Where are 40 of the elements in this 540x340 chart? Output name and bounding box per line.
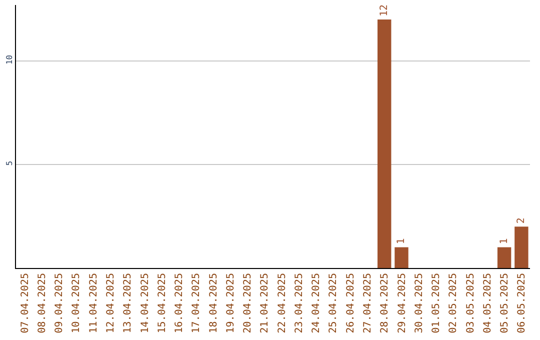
data-label: 1 [498,238,510,244]
x-tick-label: 04.05.2025 [482,273,494,334]
x-tick-label: 08.04.2025 [36,273,48,334]
data-label: 12 [378,4,390,16]
bar [394,247,408,268]
y-tick-label: 10 [4,54,14,65]
x-tick-label: 10.04.2025 [71,273,82,334]
x-tick-label: 03.05.2025 [465,273,476,334]
x-tick-label: 23.04.2025 [294,273,305,334]
x-tick-label: 09.04.2025 [54,273,66,334]
x-tick-label: 20.04.2025 [242,273,254,334]
x-tick-label: 12.04.2025 [105,273,116,334]
x-tick-label: 22.04.2025 [276,273,288,334]
bar [497,247,512,268]
x-tick-label: 26.04.2025 [345,273,356,334]
x-tick-label: 15.04.2025 [156,273,168,334]
x-tick-label: 18.04.2025 [208,273,220,334]
x-tick-label: 17.04.2025 [191,273,202,334]
y-tick-label: 5 [4,160,14,166]
x-tick-label: 25.04.2025 [328,273,340,334]
x-tick-label: 16.04.2025 [174,273,186,334]
x-tick-label: 21.04.2025 [260,273,271,334]
x-tick-label: 27.04.2025 [362,273,374,334]
data-label: 1 [396,238,407,244]
x-tick-label: 06.05.2025 [516,273,528,334]
x-tick-label: 01.05.2025 [431,273,442,334]
x-tick-label: 05.05.2025 [500,273,511,334]
x-tick-label: 29.04.2025 [396,273,408,334]
x-tick-label: 02.05.2025 [448,273,460,334]
x-tick-label: 28.04.2025 [380,273,391,334]
x-tick-label: 07.04.2025 [20,273,31,334]
x-tick-label: 19.04.2025 [225,273,236,334]
data-label: 2 [516,218,527,224]
bar [378,20,392,268]
x-tick-label: 24.04.2025 [311,273,322,334]
x-tick-label: 30.04.2025 [414,273,425,334]
x-tick-label: 13.04.2025 [122,273,134,334]
x-tick-label: 11.04.2025 [88,273,100,334]
x-tick-label: 14.04.2025 [140,273,151,334]
bar [514,226,528,268]
